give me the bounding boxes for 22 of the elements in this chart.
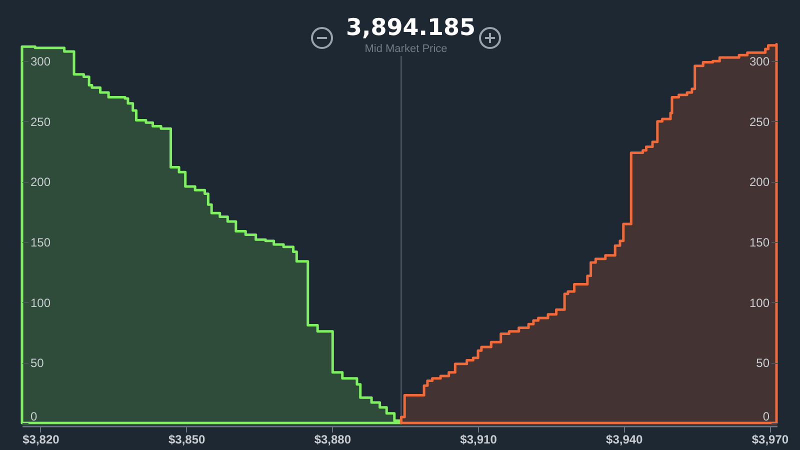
chart-title: 3,894.185	[346, 14, 476, 42]
y2-tick-label: 50	[756, 356, 770, 370]
x-tick-label: $3,970	[752, 432, 789, 446]
x-tick-label: $3,910	[460, 432, 498, 446]
y2-tick-label: 0	[762, 410, 770, 424]
y2-tick-label: 100	[749, 296, 770, 310]
y-tick-label: 300	[30, 54, 51, 69]
y-tick-label: 0	[30, 410, 38, 424]
y-tick-label: 100	[30, 296, 51, 310]
y-tick-label: 200	[30, 175, 51, 190]
y2-tick-label: 150	[749, 236, 770, 250]
x-tick-label: $3,940	[606, 432, 644, 446]
y2-tick-label: 250	[749, 114, 770, 129]
y2-tick-label: 300	[749, 54, 770, 69]
x-tick-label: $3,850	[168, 432, 206, 446]
x-tick-label: $3,880	[314, 432, 352, 446]
chart-subtitle: Mid Market Price	[364, 42, 448, 56]
x-tick-label: $3,820	[22, 432, 60, 446]
y-tick-label: 150	[30, 236, 51, 250]
y-tick-label: 50	[30, 356, 44, 370]
y2-tick-label: 200	[749, 175, 770, 190]
y-tick-label: 250	[30, 114, 51, 129]
